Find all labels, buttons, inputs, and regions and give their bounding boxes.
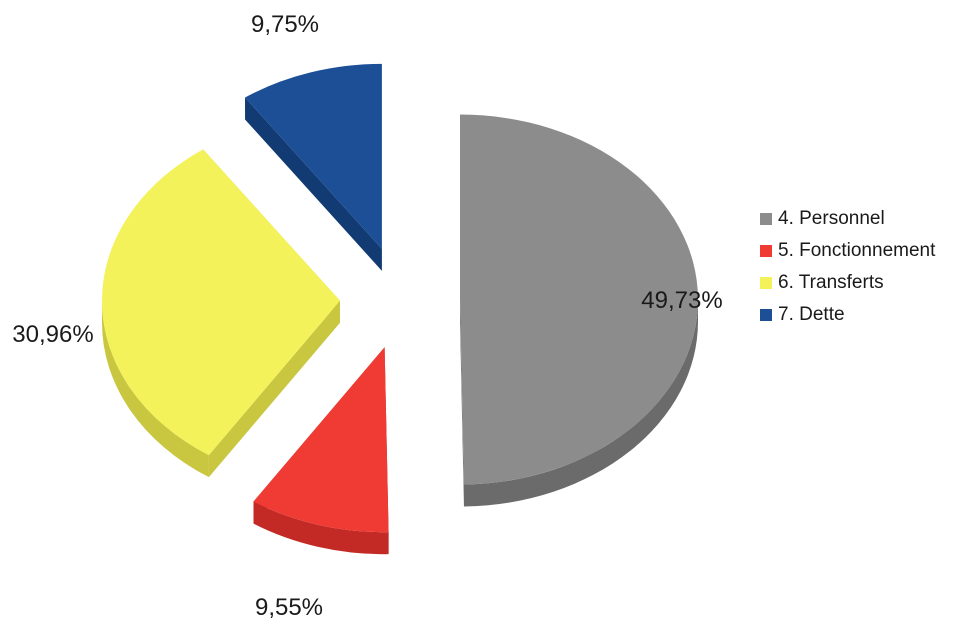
legend-swatch-fonctionnement — [760, 245, 772, 257]
pie-slice-edge-personnel-1 — [459, 299, 464, 507]
data-label-dette: 9,75% — [251, 11, 319, 38]
pie-slice-edge-dette-0 — [245, 97, 382, 271]
legend-item-personnel: 4. Personnel — [760, 203, 935, 235]
legend-swatch-transferts — [760, 277, 772, 289]
data-label-transferts: 30,96% — [12, 321, 93, 348]
pie-slice-transferts — [102, 149, 341, 478]
pie-slice-side-transferts — [102, 300, 209, 478]
legend: 4. Personnel 5. Fonctionnement 6. Transf… — [760, 203, 935, 331]
pie-slice-top-personnel — [459, 114, 698, 485]
pie-slice-side-personnel — [463, 299, 698, 507]
pie-slice-top-fonctionnement — [253, 347, 389, 533]
pie-slice-dette — [245, 63, 382, 271]
pie-slice-side-fonctionnement — [253, 501, 389, 555]
legend-item-fonctionnement: 5. Fonctionnement — [760, 235, 935, 267]
legend-label-personnel: 4. Personnel — [778, 208, 885, 229]
legend-item-dette: 7. Dette — [760, 299, 935, 331]
legend-label-dette: 7. Dette — [778, 304, 845, 325]
legend-swatch-dette — [760, 309, 772, 321]
data-label-fonctionnement: 9,55% — [255, 594, 323, 621]
legend-label-fonctionnement: 5. Fonctionnement — [778, 240, 936, 261]
legend-label-transferts: 6. Transferts — [778, 272, 884, 293]
data-label-personnel: 49,73% — [641, 287, 722, 314]
pie-slice-personnel — [459, 114, 698, 507]
pie-slice-edge-transferts-0 — [208, 300, 341, 478]
legend-item-transferts: 6. Transferts — [760, 267, 935, 299]
pie-slice-fonctionnement — [253, 347, 389, 555]
pie-slice-top-transferts — [102, 149, 341, 456]
pie-slice-top-dette — [245, 63, 382, 249]
legend-swatch-personnel — [760, 213, 772, 225]
